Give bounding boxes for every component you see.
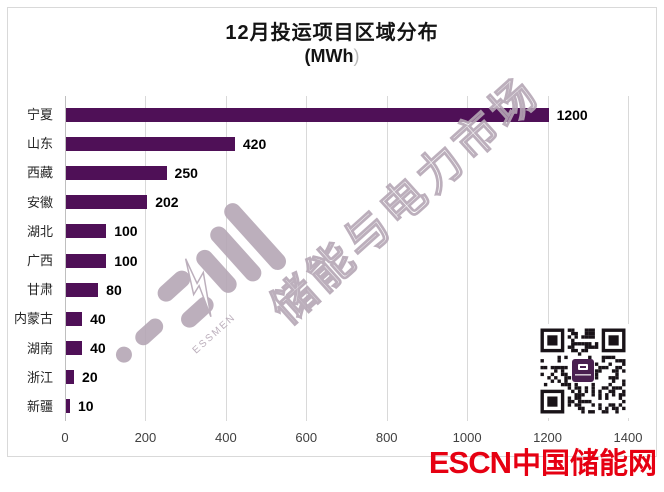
- gridline-1000: [467, 96, 469, 421]
- value-label: 100: [114, 252, 138, 269]
- gridline-200: [145, 96, 147, 421]
- bar-内蒙古: [66, 311, 83, 326]
- value-label: 80: [106, 281, 122, 298]
- category-label: 新疆: [26, 398, 53, 414]
- value-label: 420: [242, 135, 267, 152]
- chart-subtitle-paren: ): [353, 46, 360, 66]
- value-label: 40: [90, 310, 106, 327]
- bar-山东: [66, 136, 235, 151]
- x-tick-label: 0: [61, 430, 69, 445]
- gridline-1400: [628, 96, 629, 421]
- x-tick-label: 1400: [613, 430, 643, 445]
- gridline-600: [306, 96, 308, 421]
- chart-title: 12月投运项目区域分布: [225, 22, 439, 44]
- bar-宁夏: [66, 107, 549, 122]
- category-label: 湖北: [26, 223, 53, 239]
- chart-subtitle: (MWh): [0, 46, 664, 67]
- bar-西藏: [66, 165, 167, 180]
- category-label: 内蒙古: [13, 311, 53, 327]
- category-label: 广西: [26, 253, 53, 268]
- x-tick-label: 400: [214, 430, 237, 445]
- category-label: 浙江: [26, 369, 53, 385]
- gridline-800: [386, 96, 388, 421]
- value-label: 10: [78, 398, 94, 415]
- x-tick-label: 800: [375, 430, 398, 445]
- bar-甘肃: [66, 282, 99, 297]
- value-label: 100: [114, 223, 138, 240]
- category-label: 山东: [26, 136, 53, 152]
- value-label: 40: [90, 340, 106, 357]
- bar-安徽: [66, 195, 148, 210]
- bar-浙江: [66, 370, 75, 385]
- category-label: 湖南: [26, 340, 53, 356]
- bar-湖北: [66, 224, 107, 239]
- bar-广西: [66, 253, 107, 268]
- gridline-0: [65, 96, 66, 421]
- value-label: 20: [82, 369, 98, 386]
- category-label: 安徽: [26, 194, 53, 210]
- category-label: 甘肃: [26, 282, 53, 298]
- value-label: 250: [174, 164, 198, 181]
- escn-logo-en: ESCN: [428, 445, 512, 480]
- x-tick-label: 1200: [533, 430, 563, 445]
- chart-subtitle-unit: (MWh: [304, 46, 354, 66]
- x-tick-label: 200: [134, 430, 157, 445]
- value-label: 202: [155, 194, 179, 211]
- bar-新疆: [66, 399, 71, 414]
- x-tick-label: 600: [295, 430, 318, 445]
- category-label: 宁夏: [26, 107, 53, 123]
- x-tick-label: 1000: [452, 430, 482, 445]
- category-label: 西藏: [26, 165, 53, 181]
- bar-湖南: [66, 341, 83, 356]
- escn-logo: ESCN中国储能网: [428, 445, 657, 484]
- y-axis-labels: 宁夏山东西藏安徽湖北广西甘肃内蒙古湖南浙江新疆: [0, 96, 59, 421]
- x-axis-labels: 0 200 400 600 800 1000 1200 1400: [0, 430, 664, 448]
- value-label: 1200: [556, 106, 588, 123]
- qr-code: [536, 324, 630, 418]
- gridline-1200: [547, 96, 549, 421]
- escn-logo-cn: 中国储能网: [511, 448, 657, 480]
